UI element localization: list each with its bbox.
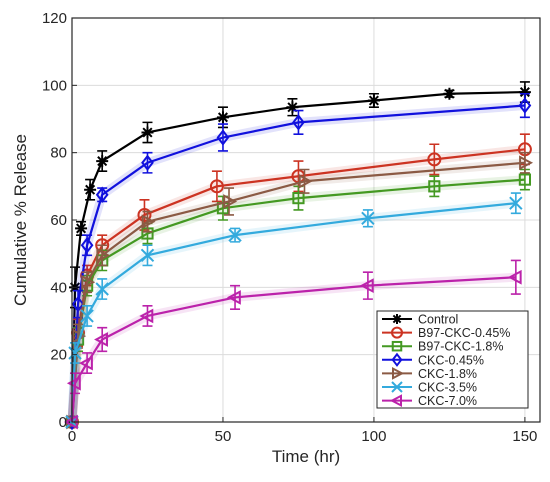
data-point: [519, 155, 534, 171]
y-axis-label: Cumulative % Release: [11, 134, 30, 306]
legend-item-5: CKC-3.5%: [382, 381, 477, 395]
data-point: [96, 247, 111, 263]
data-point: [216, 129, 230, 146]
y-tick-label: 80: [50, 145, 67, 162]
legend-item-4: CKC-1.8%: [382, 367, 477, 381]
data-point: [223, 194, 238, 209]
legend-marker: [392, 314, 402, 324]
legend-label: CKC-1.8%: [418, 367, 477, 381]
data-point: [226, 290, 241, 305]
series-6: [63, 259, 522, 430]
series-4: [66, 151, 534, 430]
data-point: [209, 179, 224, 194]
x-tick-label: 0: [68, 428, 76, 445]
data-point: [71, 295, 85, 313]
data-point: [95, 186, 109, 203]
data-point: [80, 237, 94, 254]
legend-label: CKC-3.5%: [418, 381, 477, 395]
legend: ControlB97-CKC-0.45%B97-CKC-1.8%CKC-0.45…: [376, 310, 529, 409]
legend-label: B97-CKC-1.8%: [418, 340, 503, 354]
data-point: [75, 222, 88, 235]
data-point: [298, 173, 313, 189]
y-tick-label: 0: [59, 414, 67, 431]
data-point: [96, 155, 109, 168]
data-point: [137, 207, 152, 222]
series-3: [65, 92, 532, 431]
data-point: [80, 309, 94, 323]
data-point: [427, 152, 442, 167]
legend-label: CKC-0.45%: [418, 353, 484, 367]
data-point: [428, 180, 441, 193]
data-point: [509, 196, 523, 210]
y-tick-label: 40: [50, 279, 67, 296]
legend-label: B97-CKC-0.45%: [418, 326, 510, 340]
data-point: [141, 214, 156, 230]
data-point: [140, 248, 155, 263]
data-point: [292, 114, 305, 131]
legend-label: Control: [418, 313, 458, 327]
data-point: [95, 282, 109, 296]
data-point: [84, 183, 97, 196]
legend-marker: [391, 340, 403, 352]
data-point: [286, 101, 299, 114]
data-point: [81, 274, 96, 290]
legend-item-2: B97-CKC-1.8%: [382, 340, 503, 354]
data-point: [359, 278, 374, 294]
series-layer: [63, 81, 534, 431]
data-point: [518, 86, 531, 99]
data-point: [518, 97, 532, 114]
data-point: [66, 375, 81, 391]
y-tick-label: 20: [50, 347, 67, 364]
legend-marker: [389, 394, 402, 408]
y-tick-label: 100: [42, 77, 67, 94]
legend-marker: [391, 326, 403, 339]
y-tick-label: 60: [50, 212, 67, 229]
legend-item-0: Control: [382, 313, 458, 327]
data-point: [292, 192, 305, 205]
data-point: [361, 211, 375, 226]
data-point: [518, 173, 532, 186]
series-line: [70, 202, 516, 423]
data-point: [78, 355, 93, 371]
legend-item-3: CKC-0.45%: [382, 352, 484, 367]
data-point: [141, 126, 154, 139]
legend-item-1: B97-CKC-0.45%: [382, 326, 510, 340]
legend-marker: [391, 381, 403, 393]
x-tick-label: 150: [512, 428, 537, 445]
data-point: [228, 228, 242, 242]
data-point: [141, 154, 154, 172]
data-point: [443, 87, 456, 100]
legend-label: CKC-7.0%: [418, 394, 477, 408]
legend-marker: [392, 366, 405, 380]
x-tick-label: 50: [215, 428, 232, 445]
series-line: [70, 104, 525, 423]
series-5: [65, 192, 523, 429]
data-point: [139, 308, 154, 324]
legend-item-6: CKC-7.0%: [382, 394, 477, 408]
y-tick-label: 120: [42, 10, 67, 27]
legend-marker: [391, 352, 403, 367]
x-axis-label: Time (hr): [272, 447, 340, 466]
x-tick-label: 100: [361, 428, 386, 445]
data-point: [507, 269, 522, 285]
data-point: [367, 94, 380, 107]
data-point: [68, 346, 82, 360]
axis-ticks: 0 50 100 150 0 20 40 60 80 100 120: [42, 10, 537, 445]
data-point: [94, 332, 108, 347]
series-line: [70, 161, 525, 423]
data-point: [216, 111, 229, 124]
